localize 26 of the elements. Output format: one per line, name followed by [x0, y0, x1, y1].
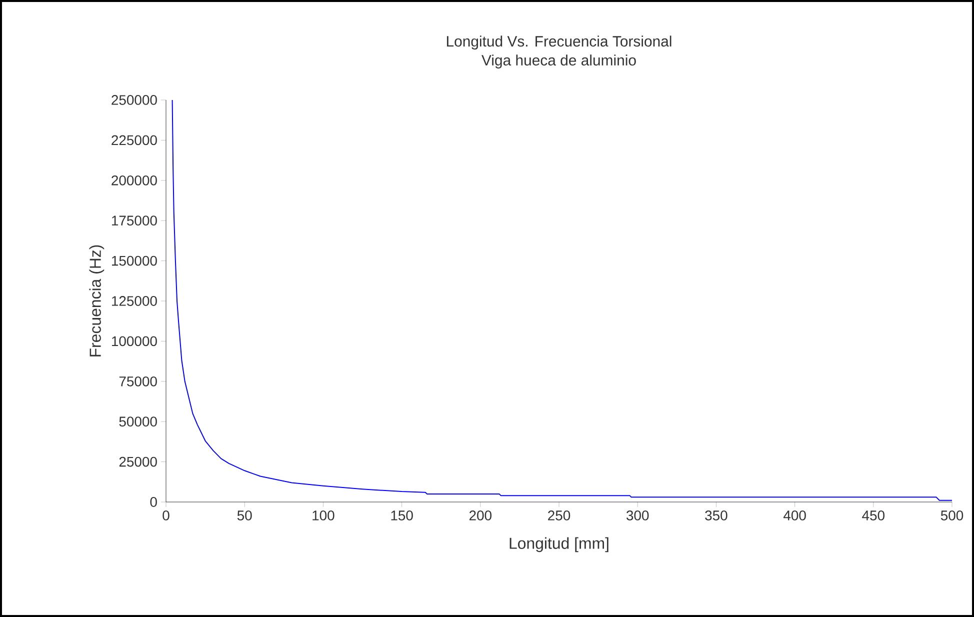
x-tick-label: 250: [548, 510, 570, 520]
x-tick-label: 150: [391, 510, 413, 520]
x-axis-title: Longitud [mm]: [510, 537, 608, 552]
y-tick-label: 250000: [112, 95, 157, 105]
x-tick-label: 100: [312, 510, 334, 520]
x-tick-label: 50: [237, 510, 252, 520]
y-tick-label: 200000: [112, 175, 157, 186]
y-axis-title: Frecuencia (Hz): [89, 245, 104, 356]
chart-title: Longitud Vs. Frecuencia Torsional: [446, 36, 672, 50]
y-tick-label: 100000: [112, 336, 157, 346]
y-tick-label: 25000: [119, 456, 157, 467]
y-tick-label: 175000: [112, 216, 157, 226]
y-tick-label: 50000: [119, 416, 157, 427]
x-tick-label: 450: [862, 510, 884, 520]
y-tick-label: 125000: [112, 296, 157, 306]
x-tick-label: 500: [940, 510, 964, 520]
x-tick-label: 350: [705, 510, 728, 520]
x-tick-label: 0: [162, 510, 170, 520]
x-tick-label: 400: [783, 510, 806, 520]
y-tick-label: 0: [150, 497, 157, 507]
y-tick-label: 150000: [112, 256, 157, 266]
x-tick-label: 300: [626, 510, 649, 520]
x-tick-label: 200: [469, 510, 492, 520]
y-tick-label: 225000: [112, 135, 157, 146]
y-tick-label: 75000: [119, 376, 157, 386]
chart-subtitle: Viga hueca de aluminio: [482, 54, 636, 68]
